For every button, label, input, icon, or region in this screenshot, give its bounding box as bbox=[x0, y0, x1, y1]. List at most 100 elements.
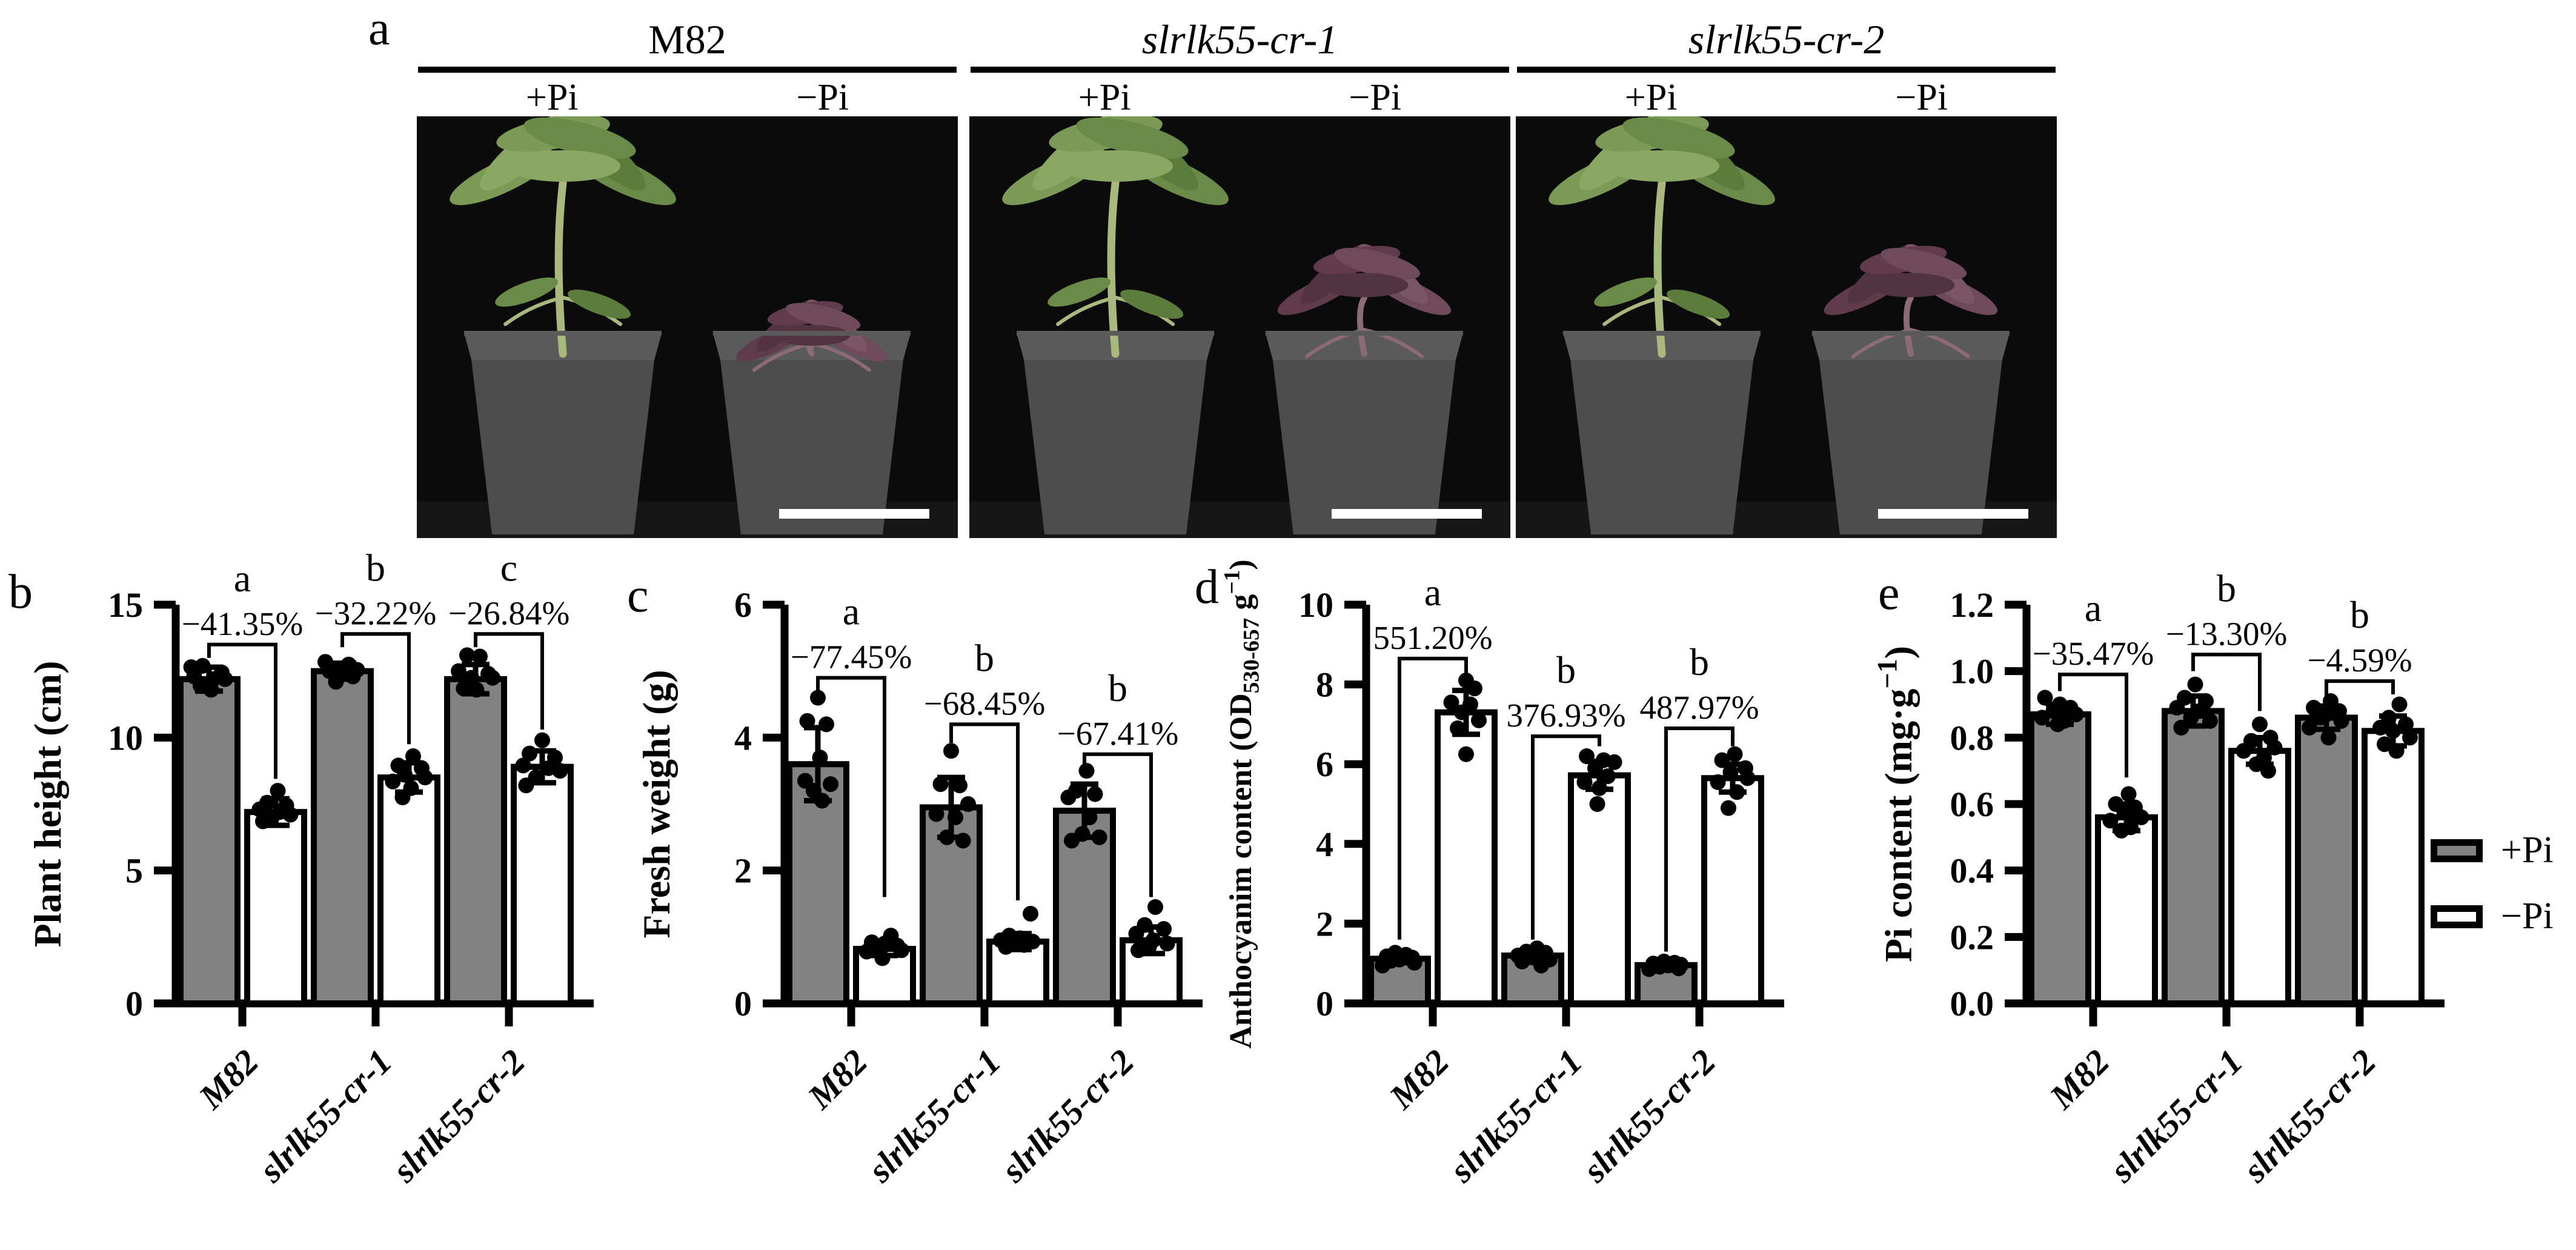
bar-+Pi-slrlk55-cr-2 bbox=[444, 676, 507, 1006]
comparison-bracket bbox=[340, 632, 411, 745]
data-point bbox=[812, 750, 828, 766]
title-underline bbox=[418, 67, 957, 73]
bar-−Pi-slrlk55-cr-1 bbox=[1568, 772, 1631, 1006]
condition-labels: +Pi −Pi bbox=[969, 76, 1510, 119]
plant-shoot bbox=[1056, 296, 1118, 327]
significance-letter: b bbox=[1556, 648, 1576, 691]
panel-letter-c: c bbox=[627, 569, 649, 622]
plant-shoot bbox=[1602, 296, 1664, 327]
significance-letter: a bbox=[2085, 587, 2102, 630]
data-point bbox=[485, 670, 500, 686]
percent-change-label: −77.45% bbox=[791, 639, 912, 676]
legend-item-minus-pi: −Pi bbox=[2431, 895, 2554, 938]
pot-body bbox=[1024, 360, 1207, 534]
genotype-title: slrlk55-cr-2 bbox=[1688, 16, 1885, 62]
percent-change-label: −32.22% bbox=[315, 594, 437, 631]
bar-+Pi-slrlk55-cr-1 bbox=[2162, 708, 2225, 1006]
data-point bbox=[1641, 961, 1657, 977]
data-point bbox=[2372, 719, 2388, 736]
panel-letter-d: d bbox=[1195, 560, 1219, 614]
data-point bbox=[552, 763, 568, 779]
data-point bbox=[1671, 960, 1687, 977]
minus-pi-swatch-icon bbox=[2431, 905, 2483, 928]
y-axis-title: Plant height (cm) bbox=[26, 661, 69, 948]
category-label: slrlk55-cr-2 bbox=[993, 1042, 1141, 1190]
condition-label-minus-pi: −Pi bbox=[1895, 77, 1948, 118]
data-point bbox=[1147, 899, 1163, 915]
data-point bbox=[1156, 921, 1172, 937]
data-point bbox=[2391, 696, 2408, 713]
bar-−Pi-slrlk55-cr-2 bbox=[2362, 728, 2425, 1006]
y-tick-label: 0.6 bbox=[1950, 785, 1994, 824]
condition-label-plus-pi: +Pi bbox=[1624, 77, 1678, 118]
comparison-bracket bbox=[949, 722, 1020, 901]
comparison-bracket bbox=[2191, 653, 2262, 711]
pot-body bbox=[1819, 360, 2002, 534]
data-point bbox=[522, 745, 537, 762]
data-point bbox=[2120, 786, 2137, 802]
data-point bbox=[1587, 760, 1603, 776]
condition-label-minus-pi: −Pi bbox=[796, 77, 849, 118]
plant-leaf bbox=[1047, 277, 1111, 307]
category-label: M82 bbox=[1381, 1042, 1456, 1117]
percent-change-label: −35.47% bbox=[2033, 635, 2154, 672]
y-tick-label: 0.2 bbox=[1950, 917, 1994, 957]
data-point bbox=[799, 713, 815, 729]
comparison-bracket bbox=[1531, 734, 1601, 940]
data-point bbox=[405, 748, 421, 765]
data-point bbox=[1739, 770, 1756, 786]
data-point bbox=[2333, 713, 2349, 729]
data-point bbox=[2068, 706, 2084, 722]
data-point bbox=[874, 950, 891, 966]
panel-letter-a: a bbox=[368, 2, 390, 55]
data-point bbox=[1533, 957, 1549, 974]
data-point bbox=[1514, 953, 1530, 969]
pot-rim-edge bbox=[1017, 331, 1215, 336]
pot-rim-edge bbox=[1265, 331, 1463, 336]
percent-change-label: −13.30% bbox=[2166, 615, 2288, 652]
category-label: slrlk55-cr-1 bbox=[251, 1042, 399, 1190]
title-underline bbox=[971, 67, 1509, 73]
data-point bbox=[2236, 743, 2252, 759]
pot-rim-edge bbox=[712, 331, 911, 336]
data-point bbox=[1600, 768, 1616, 784]
data-point bbox=[2050, 716, 2066, 733]
significance-letter: b bbox=[366, 546, 385, 589]
photo-group-slrlk55-cr-1: slrlk55-cr-1 +Pi −Pi bbox=[969, 0, 1510, 542]
pot-rim-edge bbox=[464, 331, 662, 336]
data-point bbox=[345, 668, 361, 685]
genotype-title: M82 bbox=[648, 16, 726, 62]
data-point bbox=[948, 809, 963, 825]
data-point bbox=[2037, 690, 2053, 706]
data-point bbox=[2302, 719, 2317, 736]
data-point bbox=[1579, 748, 1595, 765]
data-point bbox=[1450, 720, 1466, 736]
y-tick-label: 2 bbox=[1316, 904, 1333, 943]
percent-change-label: −26.84% bbox=[448, 594, 570, 631]
data-point bbox=[894, 942, 909, 959]
plant-photo bbox=[1516, 116, 2057, 538]
y-tick-label: 10 bbox=[1298, 585, 1333, 625]
data-point bbox=[459, 647, 475, 663]
data-point bbox=[397, 766, 413, 783]
pot-body bbox=[1570, 360, 1754, 534]
bar-+Pi-slrlk55-cr-1 bbox=[311, 668, 374, 1006]
data-point bbox=[1060, 790, 1077, 806]
data-point bbox=[1016, 937, 1032, 953]
data-point bbox=[251, 801, 268, 817]
y-axis-title: Anthocyanim content (OD530-657 g−1) bbox=[1220, 559, 1264, 1049]
data-point bbox=[2202, 713, 2218, 729]
pot-body bbox=[471, 360, 655, 534]
category-label: slrlk55-cr-1 bbox=[2102, 1042, 2250, 1190]
title-underline bbox=[1517, 67, 2056, 73]
data-point bbox=[1454, 704, 1470, 720]
y-axis-title: Fresh weight (g) bbox=[635, 670, 678, 938]
data-point bbox=[328, 674, 344, 690]
data-point bbox=[2260, 763, 2276, 779]
data-point bbox=[194, 657, 211, 674]
data-point bbox=[472, 648, 488, 665]
data-point bbox=[282, 806, 299, 823]
plant-leaf bbox=[1604, 150, 1720, 182]
data-point bbox=[255, 813, 271, 829]
